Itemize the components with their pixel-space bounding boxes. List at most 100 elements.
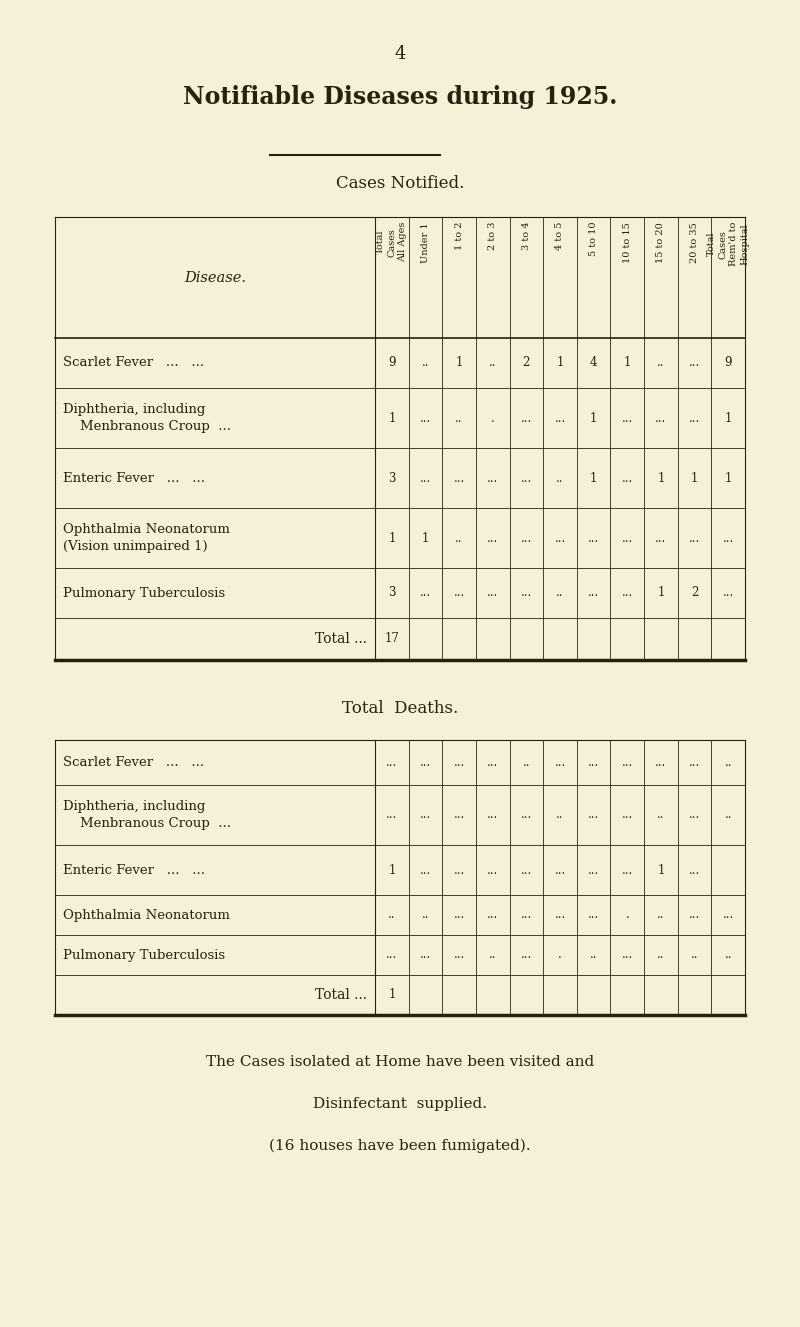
Text: ...: ...	[554, 532, 566, 544]
Text: ...: ...	[454, 909, 465, 921]
Text: ...: ...	[521, 471, 532, 484]
Text: ..: ..	[725, 949, 732, 962]
Text: ..: ..	[455, 411, 463, 425]
Text: ...: ...	[454, 949, 465, 962]
Text: ...: ...	[588, 532, 599, 544]
Text: 9: 9	[388, 357, 395, 369]
Text: 1: 1	[388, 411, 395, 425]
Text: Total ...: Total ...	[315, 632, 367, 646]
Text: ...: ...	[554, 864, 566, 877]
Text: ...: ...	[588, 909, 599, 921]
Text: ...: ...	[689, 411, 700, 425]
Text: Total
Cases
Rem'd to
Hospital: Total Cases Rem'd to Hospital	[707, 222, 750, 267]
Text: 1: 1	[590, 471, 598, 484]
Text: Total
Cases
All Ages: Total Cases All Ages	[376, 222, 407, 263]
Text: 4 to 5: 4 to 5	[555, 222, 565, 251]
Text: ...: ...	[454, 808, 465, 821]
Text: ...: ...	[554, 909, 566, 921]
Text: Disease.: Disease.	[184, 271, 246, 284]
Text: ...: ...	[622, 949, 633, 962]
Text: 2: 2	[522, 357, 530, 369]
Text: Under 1: Under 1	[421, 222, 430, 263]
Text: ..: ..	[690, 949, 698, 962]
Text: ...: ...	[689, 357, 700, 369]
Text: ..: ..	[388, 909, 395, 921]
Text: ..: ..	[725, 756, 732, 770]
Text: Diphtheria, including
    Menbranous Croup  ...: Diphtheria, including Menbranous Croup .…	[63, 800, 231, 829]
Text: ..: ..	[422, 909, 430, 921]
Text: ...: ...	[487, 909, 498, 921]
Text: ...: ...	[521, 909, 532, 921]
Text: 3: 3	[388, 587, 395, 600]
Text: 1: 1	[388, 989, 395, 1002]
Text: ..: ..	[590, 949, 598, 962]
Text: ...: ...	[521, 864, 532, 877]
Text: 2 to 3: 2 to 3	[488, 222, 498, 251]
Text: Pulmonary Tuberculosis: Pulmonary Tuberculosis	[63, 587, 225, 600]
Text: ...: ...	[487, 471, 498, 484]
Text: 1 to 2: 1 to 2	[454, 222, 463, 251]
Text: Cases Notified.: Cases Notified.	[336, 175, 464, 192]
Text: ...: ...	[454, 864, 465, 877]
Text: ..: ..	[657, 357, 665, 369]
Text: ..: ..	[422, 357, 430, 369]
Text: ...: ...	[622, 471, 633, 484]
Text: 1: 1	[455, 357, 462, 369]
Text: ..: ..	[657, 808, 665, 821]
Text: ...: ...	[722, 587, 734, 600]
Text: ...: ...	[454, 756, 465, 770]
Text: Total ...: Total ...	[315, 989, 367, 1002]
Text: (16 houses have been fumigated).: (16 houses have been fumigated).	[269, 1139, 531, 1153]
Text: ...: ...	[689, 532, 700, 544]
Text: Disinfectant  supplied.: Disinfectant supplied.	[313, 1097, 487, 1111]
Text: ..: ..	[556, 471, 564, 484]
Text: ...: ...	[689, 808, 700, 821]
Text: ...: ...	[722, 532, 734, 544]
Text: 15 to 20: 15 to 20	[657, 222, 666, 263]
Text: ..: ..	[657, 949, 665, 962]
Text: ...: ...	[588, 756, 599, 770]
Text: ...: ...	[454, 587, 465, 600]
Text: Scarlet Fever   ...   ...: Scarlet Fever ... ...	[63, 756, 204, 770]
Text: ..: ..	[556, 587, 564, 600]
Text: Ophthalmia Neonatorum
(Vision unimpaired 1): Ophthalmia Neonatorum (Vision unimpaired…	[63, 523, 230, 553]
Text: Diphtheria, including
    Menbranous Croup  ...: Diphtheria, including Menbranous Croup .…	[63, 403, 231, 433]
Text: ...: ...	[487, 808, 498, 821]
Text: ..: ..	[556, 808, 564, 821]
Text: 2: 2	[691, 587, 698, 600]
Text: 1: 1	[658, 587, 665, 600]
Text: .: .	[491, 411, 494, 425]
Text: ...: ...	[655, 756, 666, 770]
Text: ...: ...	[689, 756, 700, 770]
Text: ...: ...	[386, 949, 398, 962]
Text: 5 to 10: 5 to 10	[589, 222, 598, 256]
Text: Enteric Fever   ...   ...: Enteric Fever ... ...	[63, 471, 205, 484]
Text: 1: 1	[658, 864, 665, 877]
Text: 10 to 15: 10 to 15	[622, 222, 632, 263]
Text: ...: ...	[588, 587, 599, 600]
Text: ...: ...	[689, 864, 700, 877]
Text: ...: ...	[454, 471, 465, 484]
Text: ...: ...	[420, 411, 431, 425]
Text: ...: ...	[386, 808, 398, 821]
Text: 1: 1	[691, 471, 698, 484]
Text: ...: ...	[554, 756, 566, 770]
Text: ...: ...	[521, 949, 532, 962]
Text: 1: 1	[422, 532, 429, 544]
Text: ...: ...	[420, 587, 431, 600]
Text: ...: ...	[588, 808, 599, 821]
Text: ...: ...	[487, 532, 498, 544]
Text: 9: 9	[725, 357, 732, 369]
Text: 1: 1	[658, 471, 665, 484]
Text: ..: ..	[657, 909, 665, 921]
Text: ...: ...	[487, 587, 498, 600]
Text: 3 to 4: 3 to 4	[522, 222, 531, 251]
Text: Scarlet Fever   ...   ...: Scarlet Fever ... ...	[63, 357, 204, 369]
Text: Pulmonary Tuberculosis: Pulmonary Tuberculosis	[63, 949, 225, 962]
Text: ...: ...	[622, 756, 633, 770]
Text: ...: ...	[689, 909, 700, 921]
Text: 1: 1	[623, 357, 631, 369]
Text: 4: 4	[394, 45, 406, 62]
Text: ...: ...	[521, 532, 532, 544]
Text: ...: ...	[722, 909, 734, 921]
